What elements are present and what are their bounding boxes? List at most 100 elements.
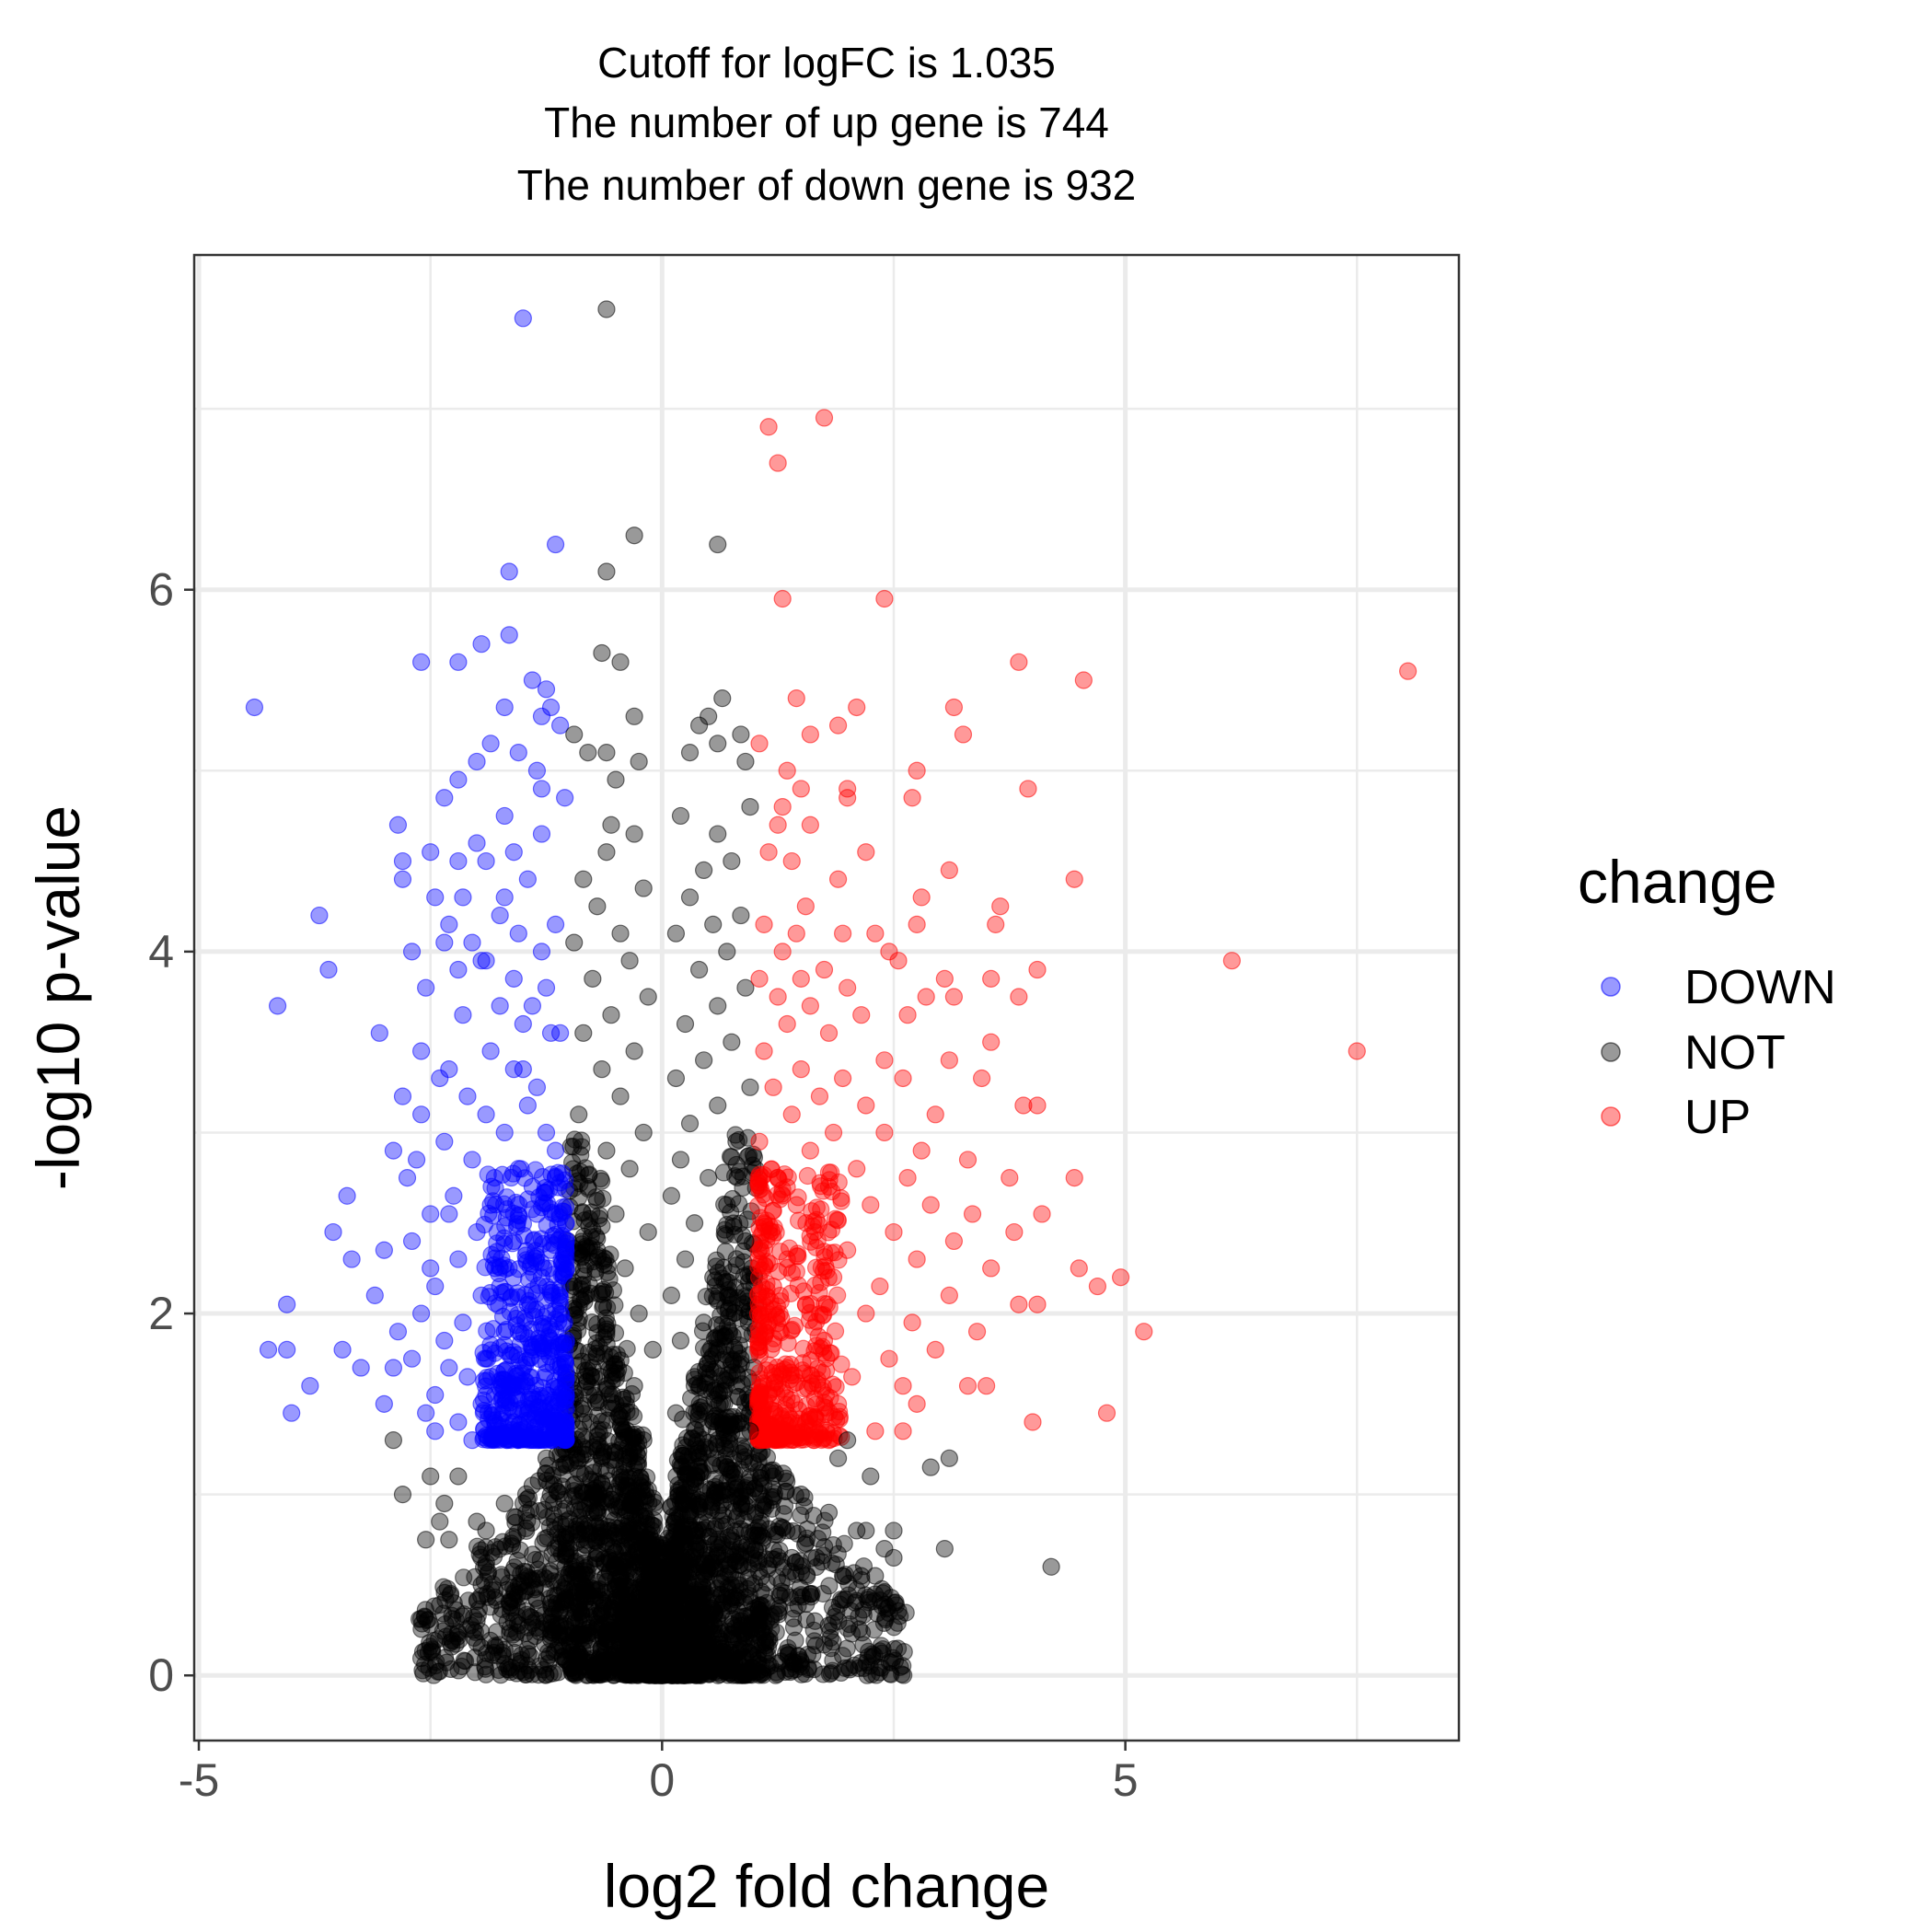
point-not bbox=[732, 1349, 750, 1368]
x-tick-label: 0 bbox=[649, 1754, 675, 1806]
point-down bbox=[495, 888, 514, 907]
point-not bbox=[620, 1450, 639, 1468]
point-not bbox=[607, 1394, 625, 1413]
point-not bbox=[593, 1060, 611, 1079]
point-down bbox=[468, 834, 486, 852]
point-down bbox=[454, 888, 472, 907]
point-up bbox=[828, 870, 848, 888]
point-not bbox=[493, 1533, 512, 1551]
point-up bbox=[750, 1431, 769, 1450]
legend-key-not bbox=[1601, 1042, 1621, 1062]
point-not bbox=[414, 1664, 433, 1683]
y-tick-label: 2 bbox=[148, 1288, 174, 1339]
point-down bbox=[551, 1304, 570, 1323]
point-not bbox=[518, 1640, 537, 1659]
point-not bbox=[588, 1503, 607, 1521]
point-down bbox=[449, 960, 468, 979]
point-not bbox=[805, 1632, 824, 1650]
point-not bbox=[579, 1177, 597, 1197]
point-up bbox=[944, 1232, 964, 1251]
point-down bbox=[426, 1422, 445, 1440]
point-down bbox=[449, 851, 468, 871]
legend-key-up bbox=[1601, 1106, 1621, 1127]
point-not bbox=[704, 915, 723, 933]
point-not bbox=[541, 1593, 561, 1613]
point-not bbox=[680, 888, 700, 907]
point-down bbox=[477, 952, 495, 970]
point-not bbox=[495, 1494, 514, 1513]
point-up bbox=[808, 1359, 827, 1378]
point-not bbox=[616, 1557, 634, 1576]
point-not bbox=[579, 744, 597, 762]
point-up bbox=[1024, 1413, 1042, 1431]
point-not bbox=[689, 960, 709, 979]
point-up bbox=[750, 1323, 769, 1341]
point-up bbox=[894, 1377, 912, 1395]
point-not bbox=[713, 689, 732, 708]
point-up bbox=[866, 924, 885, 943]
point-not bbox=[718, 1317, 737, 1336]
point-not bbox=[435, 1649, 455, 1667]
point-not bbox=[718, 1196, 736, 1214]
point-down bbox=[402, 943, 422, 961]
point-not bbox=[680, 1115, 700, 1133]
point-up bbox=[1033, 1205, 1051, 1223]
point-up bbox=[963, 1205, 982, 1223]
point-not bbox=[477, 1521, 495, 1540]
point-not bbox=[1042, 1557, 1060, 1576]
point-not bbox=[713, 1639, 732, 1658]
point-down bbox=[501, 1302, 519, 1321]
point-not bbox=[630, 1304, 648, 1323]
point-not bbox=[668, 1451, 688, 1470]
point-up bbox=[801, 1141, 819, 1160]
point-up bbox=[810, 1087, 829, 1105]
point-up bbox=[1010, 988, 1028, 1006]
point-down bbox=[431, 1069, 449, 1088]
legend-key-down bbox=[1601, 977, 1621, 997]
point-up bbox=[804, 1318, 823, 1336]
point-down bbox=[388, 816, 408, 834]
point-up bbox=[819, 1024, 839, 1042]
point-not bbox=[750, 1666, 769, 1684]
point-up bbox=[819, 1177, 839, 1197]
point-up bbox=[935, 969, 954, 988]
point-up bbox=[1028, 960, 1047, 979]
point-down bbox=[458, 1368, 477, 1386]
point-down bbox=[541, 1241, 561, 1259]
point-not bbox=[732, 906, 750, 925]
point-up bbox=[781, 1410, 800, 1429]
point-down bbox=[463, 1431, 481, 1450]
point-not bbox=[709, 825, 727, 843]
point-down bbox=[509, 924, 527, 943]
point-not bbox=[885, 1639, 904, 1659]
point-not bbox=[421, 1634, 439, 1652]
point-down bbox=[532, 1268, 551, 1287]
point-up bbox=[875, 1123, 894, 1142]
point-not bbox=[565, 933, 584, 952]
point-up bbox=[898, 1006, 917, 1024]
point-down bbox=[402, 1232, 422, 1251]
point-up bbox=[832, 1192, 850, 1210]
point-up bbox=[751, 1370, 769, 1389]
point-down bbox=[556, 789, 574, 807]
point-down bbox=[549, 1215, 567, 1234]
point-down bbox=[412, 1042, 431, 1060]
point-down bbox=[417, 1404, 435, 1422]
point-up bbox=[1010, 1295, 1028, 1313]
point-down bbox=[495, 806, 514, 826]
point-not bbox=[732, 725, 750, 744]
panel-background bbox=[194, 255, 1459, 1741]
point-not bbox=[639, 1651, 657, 1671]
point-not bbox=[676, 1014, 695, 1034]
point-not bbox=[537, 1449, 556, 1467]
point-up bbox=[839, 978, 857, 997]
point-not bbox=[490, 1660, 508, 1680]
point-not bbox=[700, 1169, 718, 1187]
point-not bbox=[481, 1598, 500, 1616]
point-down bbox=[514, 1014, 532, 1034]
point-down bbox=[454, 1006, 472, 1024]
point-down bbox=[468, 1222, 486, 1242]
point-not bbox=[787, 1660, 805, 1679]
point-not bbox=[588, 897, 607, 916]
point-down bbox=[504, 843, 523, 862]
